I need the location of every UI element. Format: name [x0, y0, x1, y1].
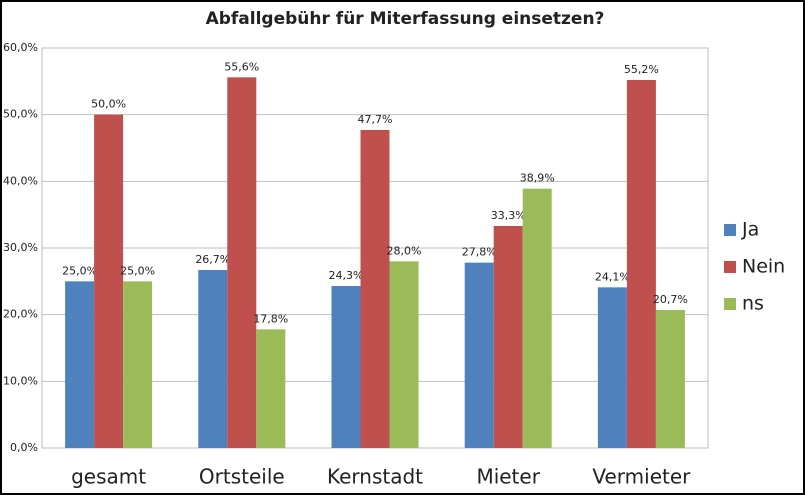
x-tick-label: Mieter — [476, 465, 540, 489]
bar — [360, 130, 390, 448]
y-tick-label: 50,0% — [3, 108, 38, 121]
data-label: 55,2% — [624, 63, 659, 76]
y-tick-label: 40,0% — [3, 174, 38, 187]
bar — [65, 281, 95, 448]
y-tick-label: 0,0% — [10, 441, 38, 454]
bar — [626, 80, 656, 448]
data-label: 25,0% — [120, 264, 155, 277]
bar — [94, 114, 124, 449]
data-label: 28,0% — [387, 244, 422, 257]
legend-swatch — [724, 224, 736, 236]
bar — [493, 226, 523, 448]
data-label: 25,0% — [62, 264, 97, 277]
data-label: 26,7% — [195, 253, 230, 266]
legend-swatch — [724, 261, 736, 273]
data-label: 17,8% — [253, 312, 288, 325]
bar — [522, 188, 552, 448]
data-label: 55,6% — [224, 60, 259, 73]
x-tick-label: Kernstadt — [327, 465, 423, 489]
y-tick-label: 30,0% — [3, 241, 38, 254]
data-label: 38,9% — [520, 172, 555, 185]
bar — [464, 262, 494, 448]
chart-title: Abfallgebühr für Miterfassung einsetzen? — [206, 9, 605, 29]
bar — [123, 281, 153, 448]
legend-swatch — [724, 298, 736, 310]
x-tick-label: Ortsteile — [199, 465, 285, 489]
data-label: 24,3% — [329, 269, 364, 282]
legend-label: Ja — [741, 219, 759, 241]
bar — [597, 287, 627, 448]
data-label: 33,3% — [491, 209, 526, 222]
y-tick-label: 60,0% — [3, 41, 38, 54]
bar — [256, 329, 286, 448]
data-label: 20,7% — [653, 293, 688, 306]
y-tick-label: 20,0% — [3, 308, 38, 321]
legend-label: Nein — [742, 256, 785, 278]
bar — [331, 286, 361, 448]
bar — [227, 77, 257, 448]
bar — [389, 261, 419, 448]
bar — [198, 270, 228, 448]
x-tick-label: Vermieter — [592, 465, 691, 489]
x-tick-label: gesamt — [71, 465, 146, 489]
bar — [655, 310, 685, 448]
data-label: 50,0% — [91, 98, 126, 111]
y-tick-label: 10,0% — [3, 374, 38, 387]
data-label: 47,7% — [358, 113, 393, 126]
legend-label: ns — [742, 293, 764, 315]
data-label: 24,1% — [595, 270, 630, 283]
data-label: 27,8% — [462, 246, 497, 259]
